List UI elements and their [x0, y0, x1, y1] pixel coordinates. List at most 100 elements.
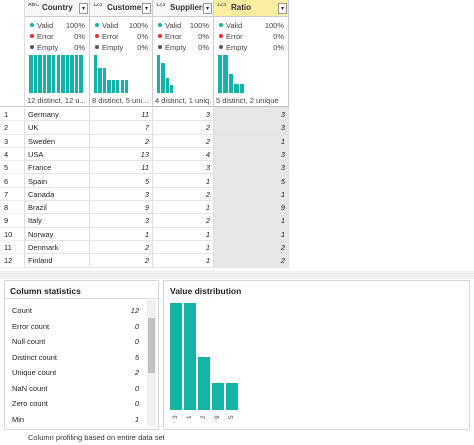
column-name: Ratio [231, 3, 251, 12]
value-label: 2 [200, 415, 207, 419]
stat-label: Min [12, 414, 25, 424]
cell: 2 [214, 241, 289, 255]
quality-label: Error [165, 32, 182, 41]
dropdown-button[interactable]: ▾ [142, 3, 151, 14]
cell: 2 [153, 121, 214, 135]
profile-area [25, 17, 90, 107]
quality-label: Valid [165, 21, 182, 30]
stat-label: Count [12, 306, 33, 315]
column-summary: 12 distinct, 12 u... [27, 96, 86, 105]
cell: France [25, 161, 90, 175]
value-label: 5 [228, 415, 235, 419]
cell: Denmark [25, 241, 90, 255]
quality-value: 100% [189, 21, 209, 30]
row-number: 4 [0, 147, 25, 162]
quality-dot [95, 45, 99, 49]
row-number: 1 [0, 108, 25, 122]
dist-panel [163, 280, 470, 430]
cell: Italy [25, 214, 90, 228]
quality-dot [30, 23, 34, 27]
cell: 3 [153, 161, 214, 175]
type-icon: 123 [93, 3, 103, 8]
row-number: 12 [0, 254, 25, 268]
stat-value: 12 [130, 306, 139, 315]
stat-label: Unique count [12, 368, 57, 377]
value-bar [226, 383, 238, 410]
stats-title: Column statistics [10, 286, 81, 296]
cell: 5 [90, 174, 153, 188]
footer-text: Column profiling based on entire data se… [28, 433, 165, 442]
cell: 13 [90, 147, 153, 162]
distribution-bar [223, 55, 228, 93]
quality-label: Error [37, 32, 54, 41]
column-header [153, 0, 214, 17]
row-number: 6 [0, 174, 25, 188]
stats-panel [4, 280, 159, 430]
dropdown-button[interactable]: ▾ [278, 3, 287, 14]
stat-label: NaN count [12, 383, 48, 393]
splitter [0, 271, 474, 279]
quality-dot [158, 45, 162, 49]
stat-value: 0 [134, 321, 139, 331]
cell: 1 [214, 214, 289, 228]
cell: 9 [214, 201, 289, 215]
stat-label: Null count [12, 337, 46, 346]
cell: Germany [25, 108, 90, 122]
profile-area [90, 17, 153, 107]
quality-value: 0% [137, 32, 148, 41]
column-header [25, 0, 90, 17]
column-header [90, 0, 153, 17]
cell: 3 [214, 161, 289, 175]
quality-label: Error [226, 32, 243, 41]
quality-dot [95, 34, 99, 38]
distribution-bar [124, 80, 129, 93]
distribution-bar [79, 55, 83, 93]
cell: 2 [153, 134, 214, 148]
quality-dot [219, 45, 223, 49]
scrollbar-thumb[interactable] [148, 318, 155, 373]
quality-label: Valid [37, 21, 54, 30]
cell: 4 [153, 147, 214, 162]
row-number: 3 [0, 134, 25, 148]
distribution-bar [157, 55, 161, 93]
distribution-bar [165, 77, 169, 93]
quality-value: 0% [137, 43, 148, 52]
distribution-bar [161, 62, 165, 93]
quality-label: Valid [226, 21, 243, 30]
cell: 3 [90, 187, 153, 202]
quality-label: Empty [37, 43, 59, 52]
cell: 11 [90, 108, 153, 122]
stat-value: 5 [134, 352, 139, 362]
cell: 1 [214, 187, 289, 202]
dropdown-button[interactable]: ▾ [203, 3, 212, 14]
cell: 2 [90, 254, 153, 268]
quality-dot [95, 23, 99, 27]
distribution-bar [42, 55, 47, 93]
column-summary: 4 distinct, 1 uniq... [155, 96, 212, 105]
distribution-bar [120, 80, 124, 93]
quality-label: Empty [165, 43, 187, 52]
cell: Sweden [25, 134, 90, 148]
cell: Spain [25, 174, 90, 188]
stat-label: Zero count [12, 399, 48, 408]
distribution-bar [98, 67, 102, 93]
cell: 2 [90, 134, 153, 148]
cell: Norway [25, 227, 90, 241]
cell: 1 [153, 227, 214, 241]
dropdown-button[interactable]: ▾ [79, 3, 88, 14]
column-summary: 5 distinct, 2 unique [216, 96, 279, 105]
cell: 2 [153, 187, 214, 202]
value-label: 1 [186, 415, 193, 419]
type-icon: ABC [28, 3, 40, 8]
quality-value: 100% [65, 21, 85, 30]
quality-value: 0% [273, 32, 284, 41]
value-label: 9 [214, 415, 221, 419]
stat-label: Distinct count [12, 352, 58, 362]
column-header [214, 0, 289, 17]
quality-value: 0% [198, 43, 209, 52]
dist-title: Value distribution [170, 286, 242, 296]
column-summary: 8 distinct, 5 uni... [92, 96, 149, 105]
quality-dot [219, 34, 223, 38]
cell: 2 [153, 214, 214, 228]
